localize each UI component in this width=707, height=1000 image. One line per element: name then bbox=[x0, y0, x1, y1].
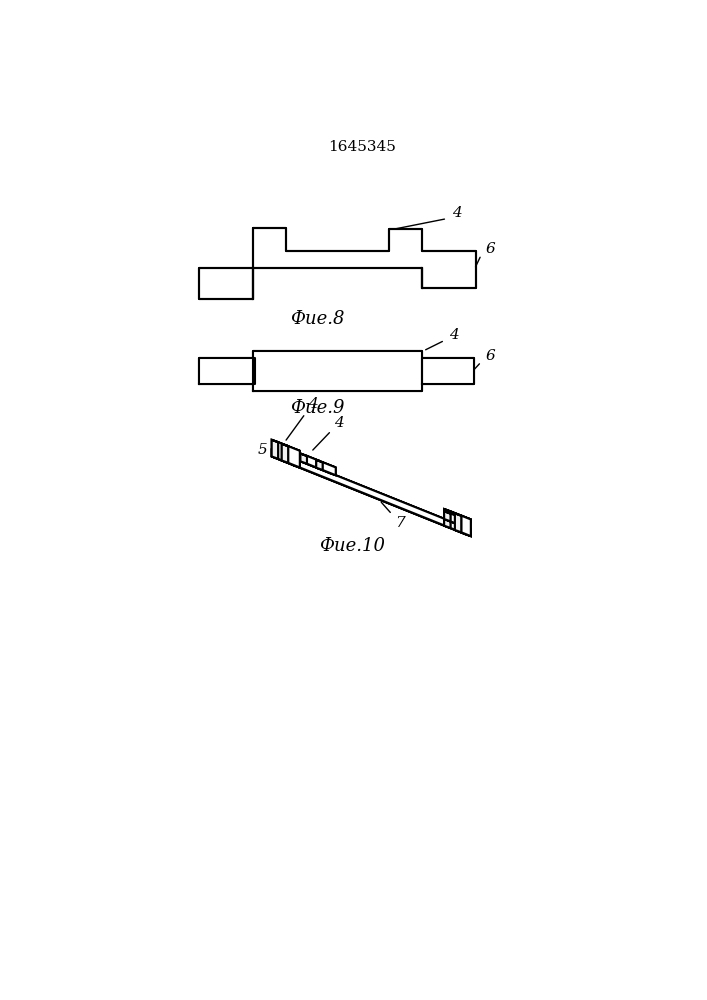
Text: Фие.10: Фие.10 bbox=[319, 537, 385, 555]
Polygon shape bbox=[300, 454, 307, 464]
Polygon shape bbox=[329, 465, 336, 475]
Polygon shape bbox=[293, 458, 300, 467]
Polygon shape bbox=[316, 468, 336, 475]
Polygon shape bbox=[271, 450, 300, 461]
Polygon shape bbox=[282, 444, 288, 463]
Polygon shape bbox=[455, 530, 471, 536]
Polygon shape bbox=[444, 519, 471, 529]
Polygon shape bbox=[450, 514, 462, 526]
Text: 4: 4 bbox=[452, 206, 462, 220]
Polygon shape bbox=[282, 444, 293, 465]
Polygon shape bbox=[271, 440, 279, 459]
Polygon shape bbox=[316, 460, 323, 470]
Polygon shape bbox=[300, 454, 313, 467]
Polygon shape bbox=[462, 516, 471, 536]
Polygon shape bbox=[271, 450, 293, 465]
Polygon shape bbox=[455, 513, 464, 534]
Polygon shape bbox=[455, 513, 471, 519]
Polygon shape bbox=[300, 461, 320, 469]
Polygon shape bbox=[444, 511, 455, 523]
Polygon shape bbox=[279, 442, 288, 463]
Polygon shape bbox=[293, 458, 444, 526]
Polygon shape bbox=[450, 511, 471, 522]
Polygon shape bbox=[279, 452, 300, 467]
Polygon shape bbox=[444, 519, 450, 528]
Text: 4: 4 bbox=[450, 328, 460, 342]
Polygon shape bbox=[271, 440, 288, 446]
Polygon shape bbox=[300, 454, 320, 461]
Text: 6: 6 bbox=[486, 349, 496, 363]
Polygon shape bbox=[282, 444, 300, 451]
Polygon shape bbox=[271, 450, 279, 459]
Text: 7: 7 bbox=[381, 502, 404, 530]
Polygon shape bbox=[450, 521, 471, 536]
Polygon shape bbox=[455, 516, 462, 526]
Polygon shape bbox=[282, 460, 300, 467]
Polygon shape bbox=[288, 446, 300, 467]
Polygon shape bbox=[271, 456, 288, 463]
Polygon shape bbox=[293, 458, 300, 467]
Text: Фие.9: Фие.9 bbox=[290, 399, 344, 417]
Polygon shape bbox=[300, 461, 450, 528]
Polygon shape bbox=[271, 456, 300, 467]
Polygon shape bbox=[444, 511, 471, 522]
Polygon shape bbox=[293, 458, 450, 521]
Polygon shape bbox=[307, 456, 320, 469]
Polygon shape bbox=[444, 519, 450, 528]
Polygon shape bbox=[316, 460, 336, 467]
Polygon shape bbox=[444, 519, 462, 526]
Bar bbox=[253, 351, 421, 391]
Polygon shape bbox=[313, 459, 320, 469]
Polygon shape bbox=[444, 519, 464, 534]
Text: Фие.8: Фие.8 bbox=[290, 310, 344, 328]
Text: 4: 4 bbox=[312, 416, 344, 450]
Polygon shape bbox=[271, 440, 282, 460]
Polygon shape bbox=[199, 228, 476, 299]
Polygon shape bbox=[282, 444, 288, 463]
Polygon shape bbox=[455, 513, 462, 532]
Polygon shape bbox=[464, 517, 471, 522]
Polygon shape bbox=[293, 448, 300, 467]
Bar bbox=[421, 358, 474, 384]
Polygon shape bbox=[444, 526, 471, 536]
Text: 5: 5 bbox=[258, 443, 294, 460]
Polygon shape bbox=[316, 460, 329, 473]
Polygon shape bbox=[444, 509, 464, 519]
Polygon shape bbox=[464, 517, 471, 536]
Text: 1645345: 1645345 bbox=[328, 140, 396, 154]
Polygon shape bbox=[444, 511, 462, 518]
Polygon shape bbox=[323, 462, 336, 475]
Text: 6: 6 bbox=[486, 242, 496, 256]
Polygon shape bbox=[464, 527, 471, 536]
Polygon shape bbox=[293, 465, 450, 528]
Bar bbox=[199, 358, 255, 384]
Polygon shape bbox=[444, 509, 471, 519]
Text: 4: 4 bbox=[286, 397, 317, 440]
Polygon shape bbox=[444, 511, 450, 521]
Polygon shape bbox=[444, 509, 450, 514]
